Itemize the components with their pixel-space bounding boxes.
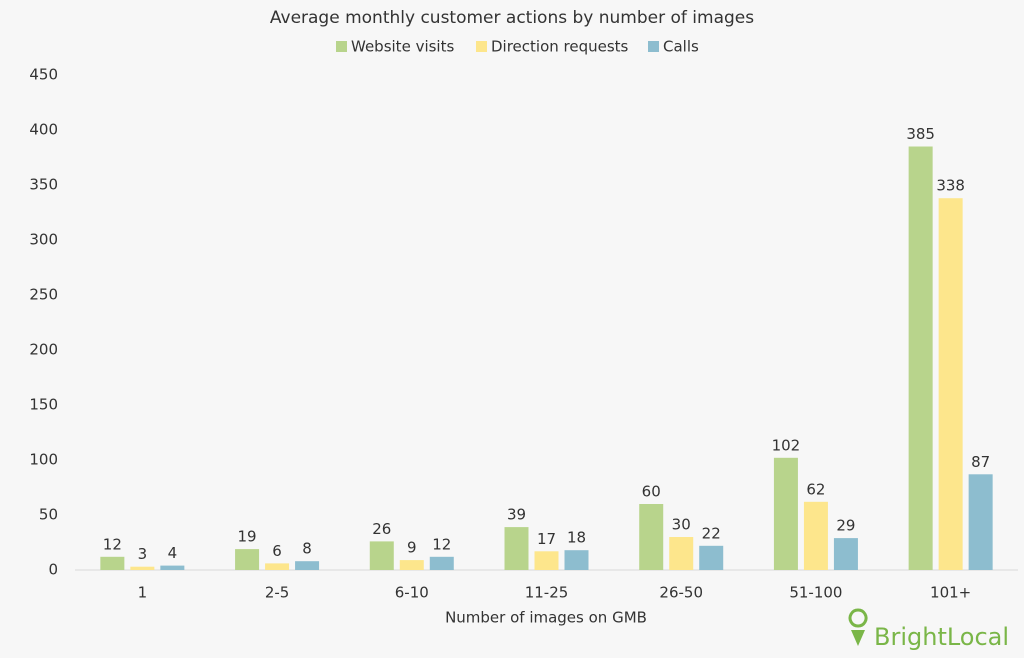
bar — [803, 501, 828, 570]
x-tick-label: 1 — [138, 584, 148, 602]
bar — [639, 504, 664, 570]
bar — [429, 556, 454, 570]
y-tick-label: 150 — [29, 396, 58, 414]
x-tick-label: 11-25 — [525, 584, 569, 602]
data-label: 39 — [507, 506, 526, 524]
bar — [399, 560, 424, 570]
logo-text: BrightLocal — [874, 623, 1009, 651]
bar — [833, 538, 858, 570]
legend-swatch — [476, 41, 487, 52]
y-tick-label: 300 — [29, 231, 58, 249]
data-label: 60 — [642, 483, 661, 501]
y-tick-label: 400 — [29, 121, 58, 139]
legend-label: Direction requests — [491, 38, 629, 56]
data-label: 19 — [238, 528, 257, 546]
bar — [100, 556, 125, 570]
legend-label: Calls — [663, 38, 699, 56]
logo-pin — [848, 608, 868, 628]
x-tick-label: 26-50 — [659, 584, 703, 602]
bar — [130, 566, 155, 570]
legend-swatch — [648, 41, 659, 52]
y-tick-label: 450 — [29, 66, 58, 84]
data-label: 338 — [936, 177, 965, 195]
x-tick-label: 101+ — [930, 584, 971, 602]
bar — [504, 527, 529, 570]
data-label: 6 — [272, 542, 282, 560]
y-tick-label: 0 — [48, 561, 58, 579]
bar — [369, 541, 394, 570]
bar — [295, 561, 320, 570]
y-tick-label: 350 — [29, 176, 58, 194]
bar — [534, 551, 559, 570]
data-label: 29 — [836, 517, 855, 535]
bar — [160, 565, 185, 570]
bar — [699, 545, 724, 570]
logo: BrightLocal — [848, 608, 1009, 651]
data-label: 102 — [772, 436, 801, 454]
bar — [669, 537, 694, 570]
bar — [773, 457, 798, 570]
data-label: 8 — [302, 540, 312, 558]
data-label: 17 — [537, 530, 556, 548]
data-label: 3 — [138, 545, 148, 563]
bar — [908, 146, 933, 570]
data-label: 26 — [372, 520, 391, 538]
data-label: 9 — [407, 539, 417, 557]
x-tick-label: 51-100 — [789, 584, 842, 602]
bar — [938, 198, 963, 570]
x-tick-label: 6-10 — [395, 584, 429, 602]
data-label: 87 — [971, 453, 990, 471]
data-label: 4 — [168, 544, 178, 562]
data-label: 30 — [672, 516, 691, 534]
data-label: 12 — [432, 535, 451, 553]
x-tick-label: 2-5 — [265, 584, 290, 602]
legend-swatch — [336, 41, 347, 52]
bar — [968, 474, 993, 570]
logo-pin-tip — [851, 630, 865, 646]
bar — [564, 550, 589, 570]
legend-label: Website visits — [351, 38, 454, 56]
data-label: 12 — [103, 535, 122, 553]
data-label: 385 — [906, 125, 935, 143]
data-label: 22 — [702, 524, 721, 542]
bar — [265, 563, 290, 570]
data-label: 18 — [567, 529, 586, 547]
y-tick-label: 200 — [29, 341, 58, 359]
chart-title: Average monthly customer actions by numb… — [270, 8, 754, 28]
y-tick-label: 100 — [29, 451, 58, 469]
bar — [235, 549, 260, 570]
y-tick-label: 250 — [29, 286, 58, 304]
y-tick-label: 50 — [39, 506, 58, 524]
x-axis-title: Number of images on GMB — [445, 609, 647, 627]
data-label: 62 — [806, 480, 825, 498]
